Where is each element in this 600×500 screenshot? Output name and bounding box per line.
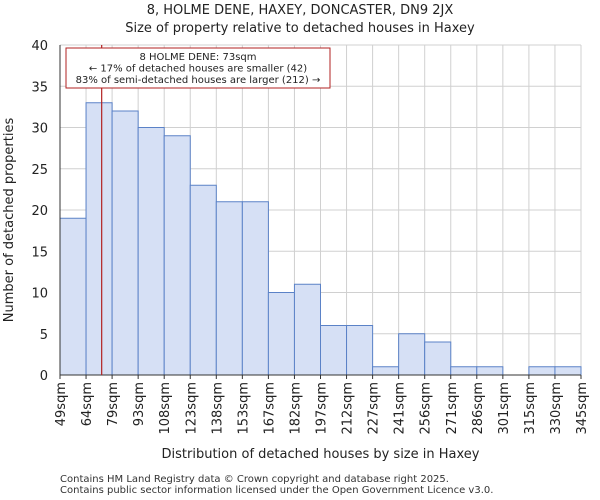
x-tick-label: 197sqm <box>315 382 330 435</box>
x-tick-label: 301sqm <box>497 382 512 435</box>
x-tick-label: 123sqm <box>184 382 199 435</box>
footer-line-1: Contains HM Land Registry data © Crown c… <box>60 474 449 485</box>
x-tick-label: 108sqm <box>158 382 173 435</box>
histogram-bar <box>85 102 113 376</box>
x-tick-label: 227sqm <box>367 382 382 435</box>
histogram-bar <box>476 366 504 376</box>
x-tick-label: 182sqm <box>288 382 303 435</box>
annotation-line-2: ← 17% of detached houses are smaller (42… <box>89 64 307 75</box>
histogram-bar <box>528 366 556 376</box>
y-tick-label: 0 <box>40 369 48 384</box>
annotation-box <box>65 47 331 89</box>
y-tick-label: 15 <box>31 245 48 260</box>
histogram-bar <box>137 127 165 376</box>
x-tick-label: 64sqm <box>80 382 95 426</box>
histogram-bar <box>450 366 478 376</box>
histogram-bar <box>111 110 139 376</box>
x-tick-label: 212sqm <box>341 382 356 435</box>
x-tick-label: 271sqm <box>445 382 460 435</box>
y-tick-label: 25 <box>31 163 48 178</box>
x-tick-label: 330sqm <box>549 382 564 435</box>
histogram-bar <box>267 292 295 376</box>
x-tick-label: 286sqm <box>471 382 486 435</box>
x-tick-label: 167sqm <box>262 382 277 435</box>
y-tick-label: 20 <box>31 204 48 219</box>
y-tick-label: 40 <box>31 39 48 54</box>
x-tick-label: 345sqm <box>575 382 590 435</box>
x-tick-label: 138sqm <box>210 382 225 435</box>
x-tick-label: 79sqm <box>106 382 121 426</box>
x-tick-label: 49sqm <box>54 382 69 426</box>
histogram-bar <box>320 325 348 376</box>
histogram-bar <box>398 333 426 376</box>
x-tick-label: 256sqm <box>419 382 434 435</box>
y-axis-label: Number of detached properties <box>2 118 17 323</box>
chart-title: 8, HOLME DENE, HAXEY, DONCASTER, DN9 2JX <box>146 3 454 18</box>
y-tick-label: 30 <box>31 122 48 137</box>
x-tick-label: 153sqm <box>236 382 251 435</box>
histogram-bar <box>554 366 582 376</box>
y-tick-label: 35 <box>31 80 48 95</box>
x-tick-label: 315sqm <box>523 382 538 435</box>
histogram-bar <box>372 366 400 376</box>
y-tick-label: 10 <box>31 287 48 302</box>
footer-line-2: Contains public sector information licen… <box>60 485 494 496</box>
annotation-line-1: 8 HOLME DENE: 73sqm <box>139 52 256 63</box>
histogram-bar <box>346 325 374 376</box>
histogram-bar <box>215 201 243 376</box>
histogram-bar <box>241 201 269 376</box>
histogram-bar <box>293 283 322 376</box>
annotation-line-3: 83% of semi-detached houses are larger (… <box>76 75 321 86</box>
x-tick-label: 241sqm <box>393 382 408 435</box>
histogram-bar <box>59 217 87 376</box>
histogram-bar <box>424 341 452 376</box>
y-tick-label: 5 <box>40 328 48 343</box>
x-axis-label: Distribution of detached houses by size … <box>162 447 480 462</box>
chart-subtitle: Size of property relative to detached ho… <box>125 21 475 36</box>
x-tick-label: 93sqm <box>132 382 147 426</box>
histogram-bar <box>189 184 217 376</box>
histogram-bar <box>163 135 191 376</box>
